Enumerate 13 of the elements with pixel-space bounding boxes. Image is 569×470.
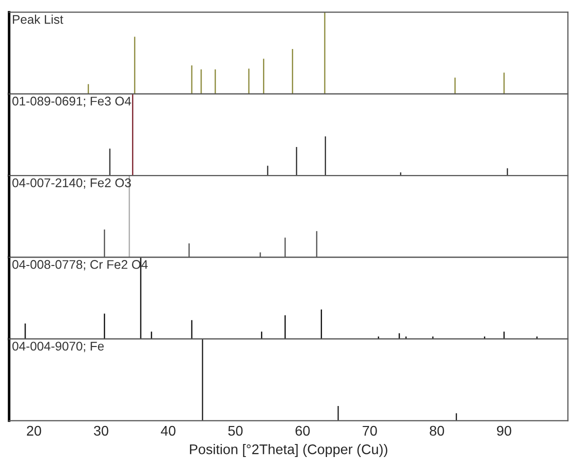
chart-title: 04-004-9070; Fe	[12, 342, 104, 352]
x-tick-label: 90	[496, 426, 512, 436]
x-tick-label: 20	[26, 426, 42, 436]
x-tick-label: 50	[228, 426, 243, 436]
x-tick-label: 70	[362, 426, 377, 436]
x-tick-label: 80	[430, 426, 444, 436]
x-tick-label: 60	[296, 426, 310, 436]
x-tick-label: 30	[94, 426, 108, 436]
x-tick-label: 40	[160, 426, 176, 436]
x-axis-title: Position [°2Theta] (Copper (Cu))	[190, 444, 388, 457]
chart-title: 04-007-2140; Fe2 O3	[12, 178, 131, 189]
chart-title: 01-089-0691; Fe3 O4	[12, 96, 132, 108]
chart-title: Peak List	[12, 14, 64, 24]
